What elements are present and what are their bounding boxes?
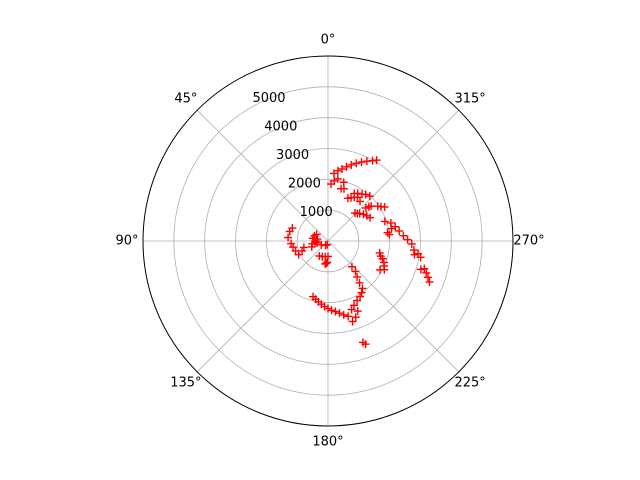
data-point xyxy=(323,258,332,267)
data-point xyxy=(365,192,374,201)
data-point xyxy=(372,156,381,165)
data-point xyxy=(339,184,348,193)
data-point xyxy=(287,239,296,248)
data-point xyxy=(349,301,358,310)
data-point xyxy=(333,174,342,183)
data-point xyxy=(307,242,316,251)
data-point xyxy=(356,197,365,206)
data-point xyxy=(335,309,344,318)
data-point xyxy=(299,243,308,252)
data-point xyxy=(342,162,351,171)
angle-tick-label: 225° xyxy=(454,376,485,391)
data-point xyxy=(416,265,425,274)
angle-tick-label: 180° xyxy=(312,435,343,450)
data-point xyxy=(338,164,347,173)
data-point xyxy=(420,264,429,273)
data-point xyxy=(403,235,412,244)
data-point xyxy=(361,340,370,349)
data-point xyxy=(347,160,356,169)
data-point xyxy=(331,307,340,316)
data-point xyxy=(317,240,326,249)
angle-gridline-45 xyxy=(196,109,329,242)
data-point xyxy=(410,250,419,259)
data-point xyxy=(315,251,324,260)
data-point xyxy=(322,259,331,268)
data-point xyxy=(361,190,370,199)
radial-tick-labels: 1000 2000 3000 4000 5000 xyxy=(252,91,332,220)
data-point xyxy=(327,306,336,315)
data-point xyxy=(407,239,416,248)
data-point xyxy=(324,304,332,313)
angle-tick-labels: 0° 45° 90° 135° 180° 225° 270° 315° xyxy=(115,33,544,450)
data-point xyxy=(386,218,395,227)
data-point xyxy=(284,233,293,242)
angle-tick-label: 0° xyxy=(321,33,336,48)
angle-gridline-225 xyxy=(327,240,460,373)
data-point xyxy=(385,230,394,239)
radial-tick-label: 5000 xyxy=(252,91,285,106)
data-point xyxy=(353,307,362,316)
data-point xyxy=(395,227,404,236)
polar-frame xyxy=(142,55,514,427)
data-point xyxy=(380,217,389,226)
data-point xyxy=(351,313,360,322)
data-point xyxy=(391,222,400,231)
data-point xyxy=(399,231,408,240)
data-point xyxy=(320,302,329,311)
data-point xyxy=(352,159,361,168)
data-point xyxy=(357,158,366,167)
data-point xyxy=(358,284,367,293)
angle-gridline-135 xyxy=(196,240,329,373)
data-point xyxy=(321,259,330,268)
data-point xyxy=(353,296,362,305)
data-point xyxy=(288,224,297,233)
data-point xyxy=(347,305,356,314)
angle-tick-label: 90° xyxy=(115,234,138,249)
data-point xyxy=(353,272,362,281)
radial-tick-label: 1000 xyxy=(300,205,333,220)
data-point xyxy=(376,265,385,274)
data-point xyxy=(351,267,360,276)
data-point xyxy=(339,310,348,319)
data-point xyxy=(383,228,392,237)
radial-tick-label: 3000 xyxy=(276,148,309,163)
angle-tick-label: 315° xyxy=(454,91,485,106)
data-point xyxy=(378,254,387,263)
data-point xyxy=(355,209,364,218)
radial-tick-label: 2000 xyxy=(288,177,321,192)
data-point xyxy=(347,262,356,271)
data-point xyxy=(366,213,375,222)
polar-grid xyxy=(143,56,513,426)
data-point xyxy=(348,317,357,326)
angle-tick-label: 135° xyxy=(170,376,201,391)
data-point xyxy=(387,224,396,233)
data-point xyxy=(380,203,389,212)
data-point xyxy=(416,253,425,262)
angle-gridline-315 xyxy=(327,109,460,242)
data-point xyxy=(356,292,365,301)
data-point xyxy=(425,278,434,287)
data-point xyxy=(357,288,366,297)
data-point xyxy=(355,278,364,287)
data-point xyxy=(344,312,353,321)
data-point xyxy=(353,193,362,202)
data-series-markers xyxy=(284,156,434,349)
angle-tick-label: 45° xyxy=(174,91,197,106)
data-point xyxy=(333,166,342,175)
radial-tick-label: 4000 xyxy=(264,120,297,135)
data-point xyxy=(313,238,322,247)
data-point xyxy=(422,268,431,277)
angle-tick-label: 270° xyxy=(513,234,544,249)
data-point xyxy=(423,273,432,282)
